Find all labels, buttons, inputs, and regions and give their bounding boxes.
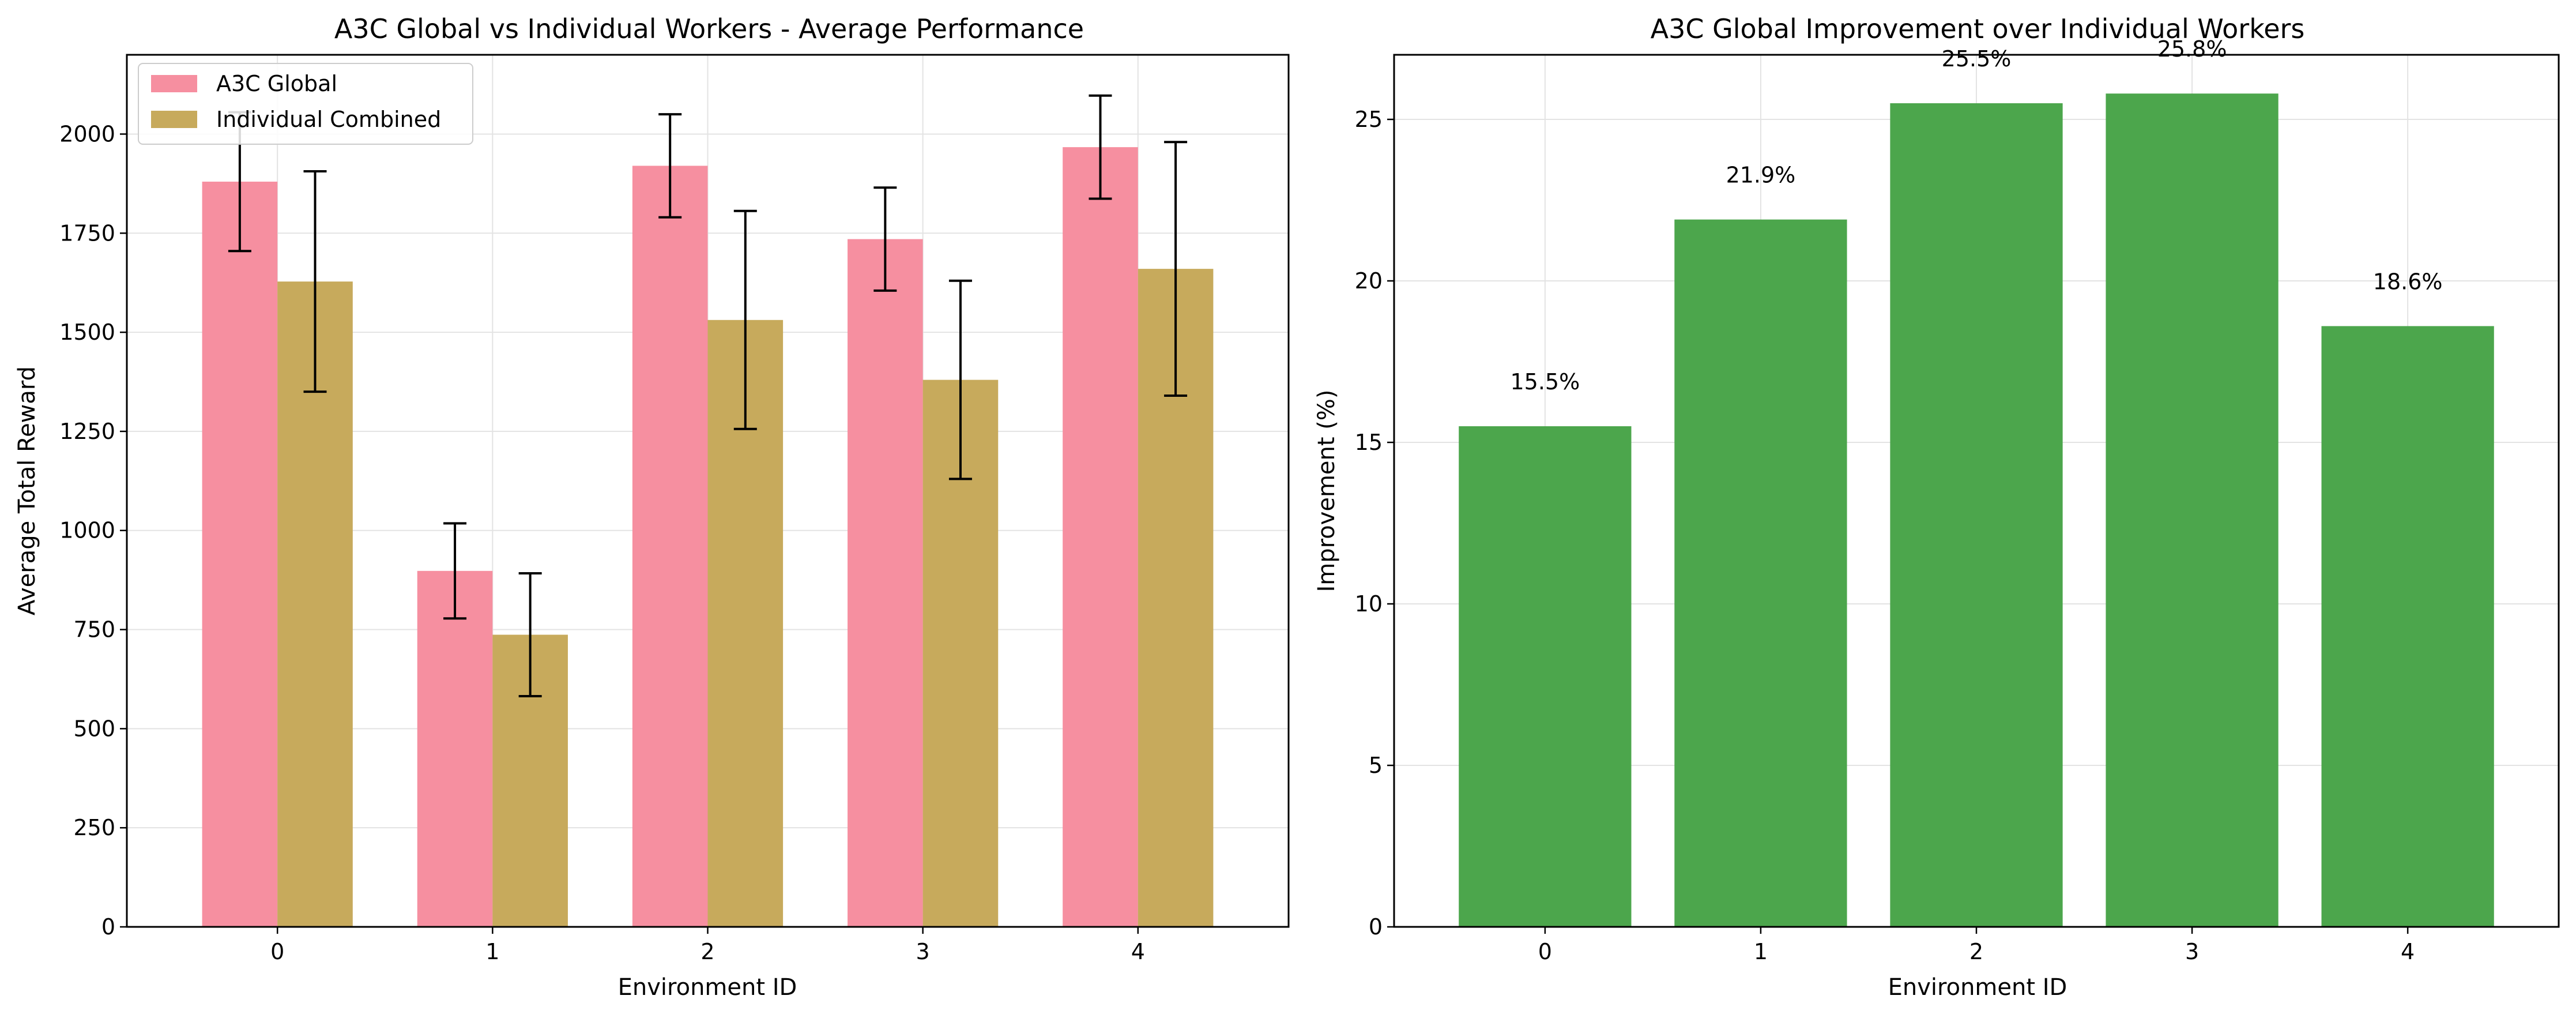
x-tick-label: 2 [1969,939,1983,964]
chart-right-x-ticks: 0 1 2 3 4 [1538,927,2415,964]
chart-right-data-labels: 15.5% 21.9% 25.5% 25.8% 18.6% [1510,36,2442,395]
data-label: 25.8% [2157,36,2227,62]
y-tick-label: 20 [1355,268,1383,294]
x-tick-label: 0 [1538,939,1552,964]
x-tick-label: 0 [270,939,284,964]
x-tick-label: 1 [1754,939,1768,964]
legend-label-individual-combined: Individual Combined [216,107,441,132]
bar-improvement-env-3 [2106,93,2279,927]
y-tick-label: 250 [73,815,115,840]
bar-a3c-global-env-2 [632,166,708,927]
y-tick-label: 25 [1355,107,1383,132]
y-tick-label: 1500 [59,320,115,345]
chart-left-errorbars [228,94,1188,698]
data-label: 25.5% [1942,46,2012,72]
chart-right-y-ticks: 0 5 10 15 20 25 [1355,107,1394,940]
y-tick-label: 500 [73,716,115,741]
chart-right: A3C Global Improvement over Individual W… [1313,13,2560,1001]
chart-right-xlabel: Environment ID [1888,974,2067,1001]
x-tick-label: 3 [916,939,930,964]
y-tick-label: 1000 [59,518,115,543]
chart-left-y-ticks: 0 250 500 750 1000 1250 1500 1750 2000 [59,121,127,940]
chart-left-title: A3C Global vs Individual Workers - Avera… [334,13,1084,44]
chart-right-bars [1459,93,2494,927]
chart-left: A3C Global vs Individual Workers - Avera… [14,13,1290,1001]
legend-swatch-individual-combined [151,111,197,128]
chart-left-ylabel: Average Total Reward [14,366,40,615]
data-label: 18.6% [2373,269,2443,294]
chart-left-xlabel: Environment ID [618,974,797,1001]
legend-frame [138,63,473,145]
bar-a3c-global-env-3 [848,239,923,927]
x-tick-label: 1 [485,939,499,964]
chart-left-bars [202,147,1214,927]
x-tick-label: 4 [1131,939,1145,964]
data-label: 21.9% [1726,163,1796,188]
y-tick-label: 15 [1355,430,1383,455]
y-tick-label: 2000 [59,121,115,146]
data-label: 15.5% [1510,369,1580,395]
chart-left-legend: A3C Global Individual Combined [138,63,473,145]
bar-a3c-global-env-4 [1063,147,1138,927]
y-tick-label: 0 [101,914,115,940]
legend-label-a3c-global: A3C Global [216,71,337,96]
y-tick-label: 1750 [59,220,115,246]
chart-right-ylabel: Improvement (%) [1313,389,1340,592]
bar-improvement-env-0 [1459,426,1632,927]
y-tick-label: 5 [1369,753,1383,778]
y-tick-label: 0 [1369,914,1383,940]
bar-a3c-global-env-1 [417,570,493,927]
x-tick-label: 4 [2401,939,2415,964]
x-tick-label: 3 [2185,939,2199,964]
bar-improvement-env-4 [2321,326,2494,927]
y-tick-label: 750 [73,617,115,643]
bar-improvement-env-1 [1674,219,1847,927]
y-tick-label: 1250 [59,419,115,444]
chart-left-x-ticks: 0 1 2 3 4 [270,927,1145,964]
chart-right-title: A3C Global Improvement over Individual W… [1651,13,2305,44]
bar-a3c-global-env-0 [202,181,278,927]
x-tick-label: 2 [701,939,714,964]
legend-swatch-a3c-global [151,75,197,92]
y-tick-label: 10 [1355,591,1383,617]
bar-improvement-env-2 [1890,103,2063,927]
